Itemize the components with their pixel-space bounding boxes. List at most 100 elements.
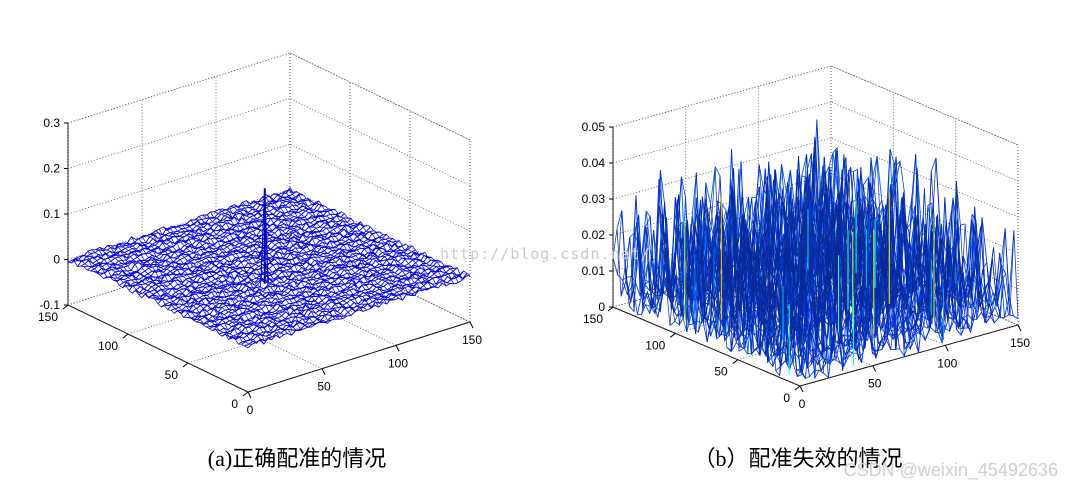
x-tick-mark [799,385,804,393]
surface-line [631,195,820,380]
surface-line [636,199,825,374]
surface-line [198,216,380,308]
grid-line [289,52,471,141]
caption-a: (a)正确配准的情况 [208,446,386,471]
surface-line [254,201,435,288]
surface-line [281,190,463,281]
surface-line [218,209,399,299]
surface-line [645,210,834,373]
axis-line [799,324,1019,387]
z-tick-label: 0.2 [43,162,60,176]
y-tick-mark [732,359,739,365]
x-tick-mark [321,368,326,375]
z-tick-label: 0.04 [582,156,606,170]
surface-line [91,249,272,340]
z-tick-label: 0.03 [582,192,606,206]
grid-line [67,52,291,124]
surface-line [622,205,810,379]
surface-line [67,260,249,349]
surface-line [162,226,344,319]
grid-line [289,143,471,232]
surface-line [158,228,340,320]
x-tick-mark [944,345,949,352]
surface-line [127,242,308,328]
y-tick-mark [242,391,249,397]
surface-line [87,250,269,342]
surface-line [759,192,948,338]
surface-line [171,226,352,316]
surface-line [660,169,848,359]
x-tick-mark [872,365,877,372]
surface-line [178,224,360,312]
grid-line [141,281,323,370]
grid-line [830,209,1019,290]
surface [67,187,471,349]
grid-line [67,98,291,169]
surface-line [285,189,467,279]
surface-line [238,204,419,294]
x-tick-label: 150 [1010,336,1030,350]
y-tick-mark [182,362,189,368]
surface-line [115,243,296,331]
surface-line [111,245,292,336]
surface-line [246,200,427,290]
surface-line [139,236,320,324]
grid-line [830,173,1019,254]
x-tick-label: 50 [317,380,331,394]
surface-line [230,206,411,296]
surface-line [612,221,801,377]
surface-line [222,208,403,301]
surface-line [99,247,280,338]
z-tick-label: 0.1 [43,207,60,221]
surface-line [131,236,312,328]
surface-line [269,196,451,284]
surface [612,119,1019,380]
surface-line [242,202,423,291]
surface-line [75,257,257,343]
x-tick-mark [1017,324,1022,332]
surface-line [182,224,364,312]
surface-line [289,187,471,276]
x-tick-label: 100 [937,356,957,370]
z-tick-label: 0 [53,253,60,267]
surface-line [186,223,368,311]
axis-line [830,65,1019,146]
watermark-corner: CSDN @weixin_45492636 [844,460,1058,481]
surface-line [202,214,383,304]
surface-line [71,259,252,345]
y-tick-label: 150 [38,310,58,324]
surface-line [83,255,265,345]
z-tick-label: 0.02 [582,228,606,242]
y-tick-mark [62,304,69,310]
surface-line [688,187,877,359]
y-tick-label: 50 [714,365,728,379]
x-tick-mark [469,321,474,329]
grid-line [612,306,801,387]
surface-line [277,194,459,283]
surface-line [147,234,328,324]
y-tick-mark [607,306,614,312]
surface-line [79,254,261,344]
x-tick-mark [247,391,252,399]
surface-line [155,189,336,320]
surface-line [135,238,316,325]
x-tick-label: 100 [388,356,408,370]
axis-line [247,321,471,393]
z-tick-label: 0.3 [43,116,60,130]
surface-line [194,219,376,308]
surface-line [250,200,431,291]
surface-line [160,234,384,308]
y-tick-label: 100 [98,339,118,353]
surface-line [262,196,443,285]
y-tick-mark [669,332,676,338]
y-tick-label: 100 [645,338,665,352]
y-tick-mark [794,385,801,391]
x-tick-label: 50 [868,377,882,391]
x-tick-label: 150 [462,333,482,347]
surface-line [669,196,858,360]
y-tick-label: 0 [231,397,238,411]
surface-line [650,179,839,366]
